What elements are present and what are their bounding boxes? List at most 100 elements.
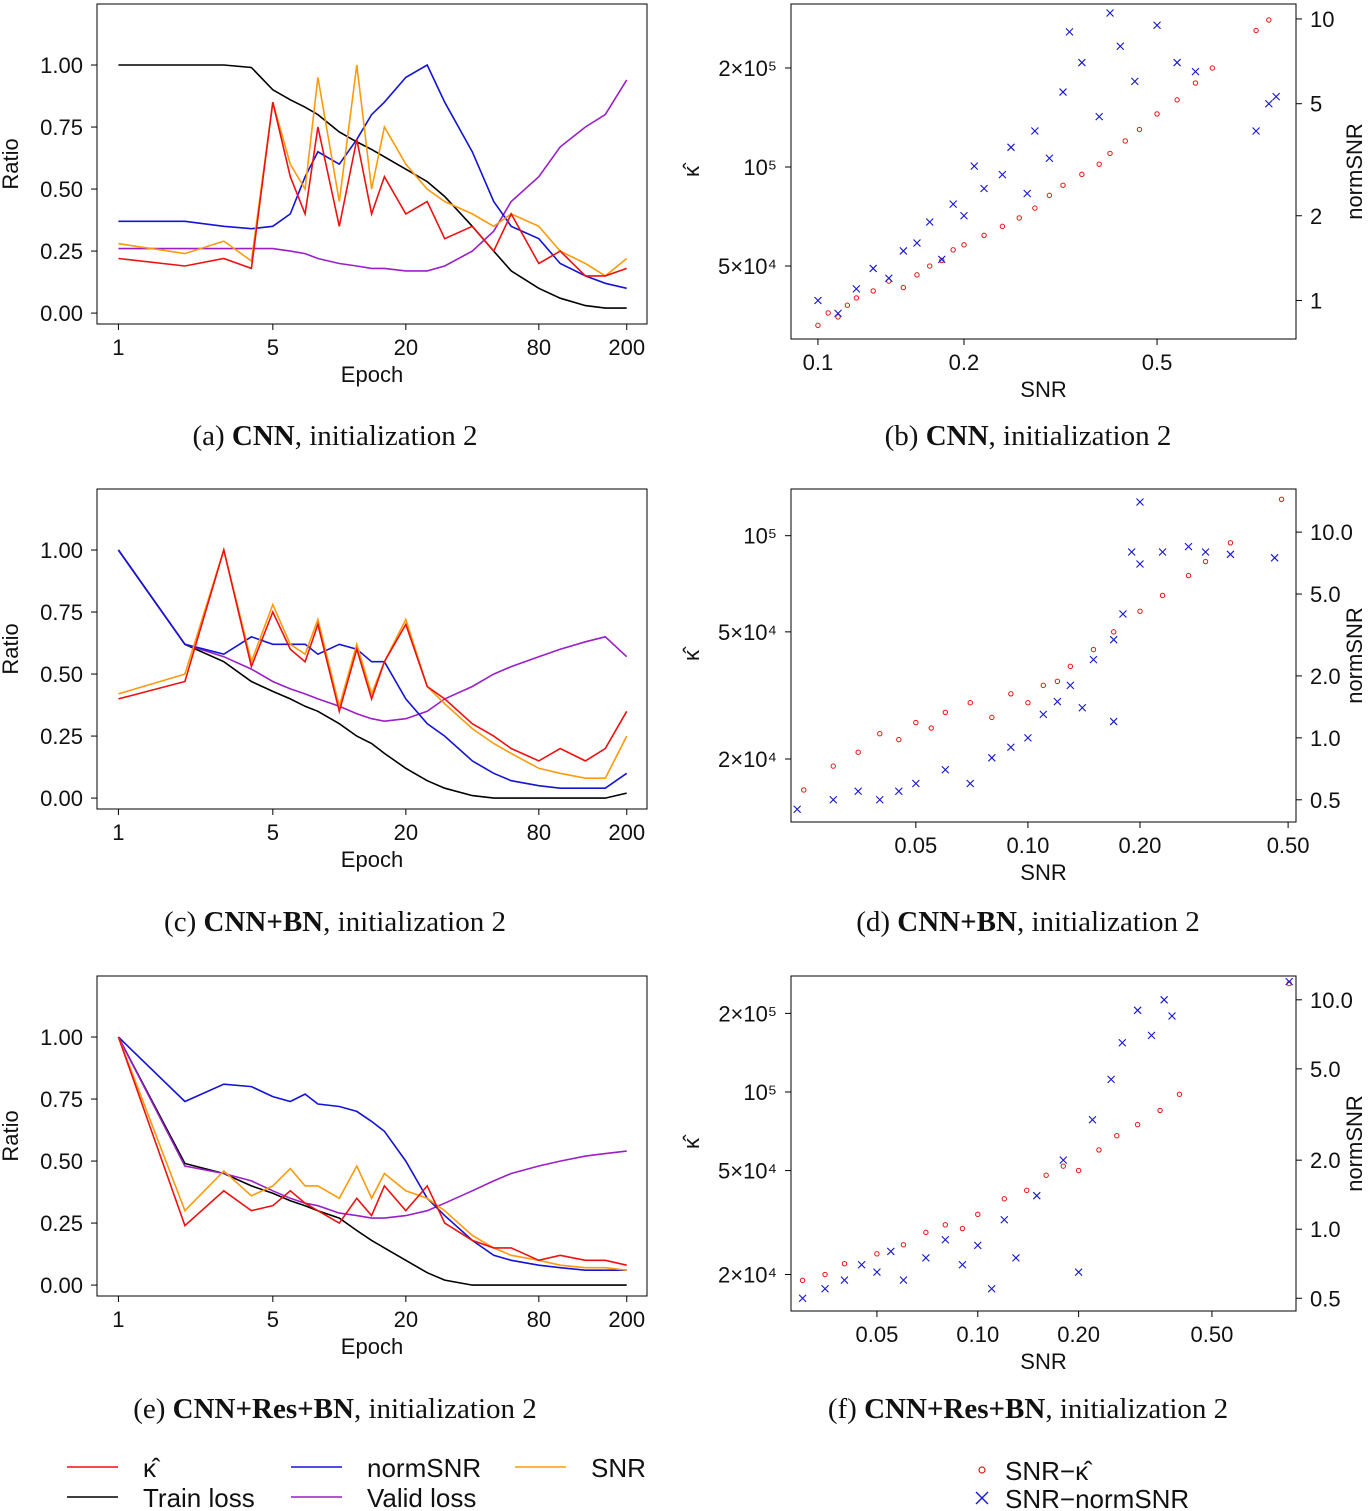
- caption-model: CNN: [232, 420, 295, 452]
- scatter-point-kappa: [999, 223, 1006, 230]
- x-tick-label: 0.50: [1267, 833, 1310, 858]
- x-tick-label: 80: [527, 335, 551, 360]
- scatter-point-kappa: [1202, 558, 1209, 565]
- scatter-point-kappa: [1278, 496, 1285, 502]
- y-tick-label: 0.25: [40, 724, 83, 749]
- scatter-point-normsnr: [834, 309, 842, 318]
- scatter-point-normsnr: [829, 795, 838, 804]
- scatter-point-normsnr: [960, 211, 968, 220]
- y-tick-label: 0.50: [40, 177, 83, 202]
- scatter-point-normsnr: [1030, 127, 1039, 135]
- scatter-point-normsnr: [886, 1247, 895, 1256]
- y-axis-label: Ratio: [0, 623, 23, 674]
- scatter-point-normsnr: [1127, 548, 1136, 556]
- scatter-point-kappa: [1054, 678, 1061, 685]
- y2-tick-label: 5.0: [1310, 1057, 1341, 1082]
- series-line-train-loss: [117, 549, 627, 799]
- scatter-point-normsnr: [1032, 1191, 1041, 1200]
- scatter-point-normsnr: [1107, 1075, 1115, 1084]
- y-tick-label: 0.75: [40, 115, 83, 140]
- y-tick-label: 0.50: [40, 662, 83, 687]
- y-tick-label: 10⁵: [743, 155, 777, 180]
- x-tick-label: 5: [267, 1307, 279, 1332]
- caption: (c) CNN+BN, initialization 2: [164, 906, 506, 938]
- y-tick-label: 5×10⁴: [718, 620, 777, 645]
- y-axis-label: Ratio: [0, 1110, 23, 1161]
- scatter-point-normsnr: [925, 218, 934, 226]
- chart-panel-c: 1 5 20 80 200 0.00 0.25 0.50 0.75 1.00 Epoch Ratio (…: [0, 488, 648, 938]
- scatter-point-normsnr: [854, 787, 863, 796]
- scatter-point-normsnr: [1065, 27, 1074, 36]
- scatter-point-kappa: [1060, 1163, 1066, 1169]
- scatter-point-normsnr: [840, 1276, 849, 1284]
- scatter-point-kappa: [913, 719, 919, 726]
- scatter-point-normsnr: [1264, 99, 1273, 108]
- scatter-point-normsnr: [1077, 58, 1086, 67]
- scatter-point-kappa: [853, 295, 860, 301]
- scatter-point-normsnr: [1158, 548, 1167, 556]
- legend-label: Valid loss: [367, 1483, 476, 1511]
- scatter-point-normsnr: [1053, 697, 1062, 706]
- scatter-point-normsnr: [1074, 1268, 1083, 1277]
- legend-label: Train loss: [143, 1483, 255, 1511]
- scatter-point-normsnr: [1252, 127, 1260, 135]
- scatter-point-normsnr: [1272, 92, 1281, 101]
- scatter-point-normsnr: [941, 1235, 950, 1244]
- scatter-point-normsnr: [1168, 1012, 1176, 1020]
- y-axis-label: κ̂: [679, 646, 704, 661]
- scatter-point-kappa: [1157, 1107, 1163, 1114]
- scatter-point-normsnr: [1007, 143, 1015, 152]
- y2-tick-label: 0.5: [1310, 788, 1341, 813]
- y2-tick-label: 0.5: [1310, 1286, 1341, 1311]
- scatter-point-normsnr: [884, 274, 893, 283]
- scatter-point-kappa: [1174, 97, 1180, 103]
- scatter-point-normsnr: [913, 239, 921, 247]
- scatter-point-kappa: [1043, 1172, 1049, 1178]
- scatter-point-normsnr: [852, 284, 861, 293]
- scatter-point-kappa: [1159, 592, 1166, 599]
- scatter-point-kappa: [1253, 27, 1259, 34]
- caption-prefix: (f): [828, 1393, 864, 1425]
- scatter-point-normsnr: [987, 1284, 996, 1293]
- scatter-point-normsnr: [1006, 743, 1015, 752]
- x-tick-label: 0.20: [1119, 833, 1162, 858]
- caption-suffix: , initialization 2: [295, 420, 478, 452]
- scatter-point-kappa: [1134, 1121, 1141, 1128]
- caption: (a) CNN, initialization 2: [192, 420, 477, 452]
- scatter-point-kappa: [928, 725, 934, 731]
- scatter-point-normsnr: [814, 296, 822, 305]
- legend-circle-icon: [978, 1466, 986, 1474]
- x-tick-label: 0.05: [894, 833, 937, 858]
- caption-prefix: (c): [164, 906, 203, 938]
- y2-axis-label: normSNR: [1342, 607, 1367, 704]
- y2-tick-label: 10: [1310, 7, 1334, 32]
- scatter-point-normsnr: [1184, 542, 1193, 551]
- scatter-point-kappa: [981, 232, 987, 238]
- series-line-normsnr: [118, 63, 627, 290]
- scatter-point-kappa: [959, 1225, 966, 1232]
- scatter-point-normsnr: [1270, 553, 1279, 562]
- scatter-point-normsnr: [869, 264, 878, 273]
- chart-panel-a: 1 5 20 80 200 0.00 0.25 0.50 0.75 1.00 Epoch Ratio (…: [0, 3, 648, 452]
- scatter-point-normsnr: [1130, 77, 1139, 86]
- scatter-point-kappa: [900, 1242, 907, 1248]
- x-tick-label: 5: [267, 820, 279, 845]
- scatter-point-normsnr: [941, 765, 950, 774]
- scatter-point-normsnr: [1160, 995, 1169, 1004]
- scatter-point-normsnr: [1133, 1006, 1142, 1015]
- x-tick-label: 5: [267, 335, 279, 360]
- scatter-point-kappa: [1122, 138, 1128, 144]
- x-axis-label: Epoch: [341, 362, 403, 387]
- series-line-valid-loss: [118, 79, 628, 272]
- scatter-point-normsnr: [873, 1268, 881, 1277]
- scatter-point-kappa: [801, 787, 807, 793]
- scatter-point-kappa: [830, 763, 836, 769]
- scatter-point-kappa: [1185, 572, 1192, 579]
- y-axis-label: Ratio: [0, 138, 23, 189]
- scatter-point-normsnr: [998, 170, 1007, 179]
- x-tick-label: 200: [608, 335, 645, 360]
- scatter-point-kappa: [799, 1277, 806, 1284]
- scatter-point-kappa: [900, 284, 907, 291]
- scatter-point-normsnr: [899, 247, 908, 255]
- scatter-point-kappa: [877, 730, 883, 737]
